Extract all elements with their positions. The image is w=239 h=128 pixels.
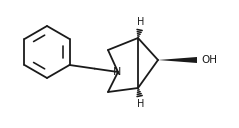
Text: H: H — [137, 17, 145, 27]
Polygon shape — [158, 57, 197, 63]
Text: N: N — [113, 67, 121, 77]
Text: OH: OH — [201, 55, 217, 65]
Text: H: H — [137, 99, 145, 109]
